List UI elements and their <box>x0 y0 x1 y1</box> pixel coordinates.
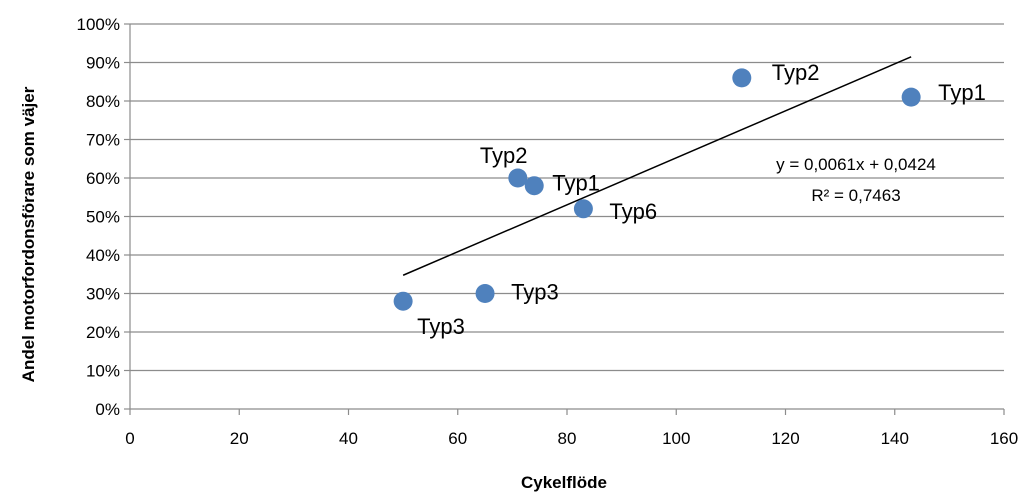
axes <box>124 23 1005 415</box>
y-tick-label: 80% <box>86 92 120 111</box>
point-label: Typ6 <box>609 199 657 224</box>
x-tick-label: 0 <box>125 429 134 448</box>
y-tick-label: 10% <box>86 362 120 381</box>
y-tick-label: 100% <box>77 15 120 34</box>
y-tick-label: 20% <box>86 323 120 342</box>
data-point <box>573 199 593 219</box>
x-tick-label: 40 <box>339 429 358 448</box>
grid-lines <box>130 23 1004 372</box>
y-tick-label: 50% <box>86 208 120 227</box>
y-tick-label: 60% <box>86 169 120 188</box>
y-tick-label: 40% <box>86 246 120 265</box>
trendline <box>402 56 912 276</box>
y-tick-label: 70% <box>86 131 120 150</box>
trendline-equation: y = 0,0061x + 0,0424 <box>776 155 936 174</box>
point-labels: Typ1 Typ2 Typ2 Typ1 Typ6 Typ3 Typ3 <box>417 60 986 339</box>
y-axis-title: Andel motorfordonsförare som väjer <box>19 86 38 382</box>
data-point <box>393 291 413 311</box>
data-points <box>393 68 921 311</box>
point-label: Typ2 <box>772 60 820 85</box>
data-point <box>475 284 495 303</box>
tick-labels: 0% 10% 20% 30% 40% 50% 60% 70% 80% 90% 100% 0 20 40 60… <box>77 15 1019 448</box>
x-tick-label: 160 <box>990 429 1018 448</box>
x-axis-title: Cykelflöde <box>521 473 607 492</box>
point-label: Typ1 <box>552 171 600 196</box>
data-point <box>901 87 921 107</box>
x-tick-label: 60 <box>448 429 467 448</box>
trendline-r-squared: R² = 0,7463 <box>811 186 900 205</box>
data-point <box>508 168 528 188</box>
y-tick-label: 30% <box>86 285 120 304</box>
point-label: Typ2 <box>480 143 528 168</box>
x-tick-label: 20 <box>230 429 249 448</box>
data-point <box>732 68 752 88</box>
x-tick-label: 100 <box>662 429 690 448</box>
x-tick-label: 140 <box>881 429 909 448</box>
trendline-line <box>402 56 912 276</box>
x-tick-label: 80 <box>558 429 577 448</box>
point-label: Typ3 <box>511 280 559 305</box>
point-label: Typ1 <box>938 80 986 105</box>
x-tick-label: 120 <box>771 429 799 448</box>
point-label: Typ3 <box>417 314 465 339</box>
y-tick-label: 0% <box>95 400 120 419</box>
data-point <box>524 176 544 196</box>
y-tick-label: 90% <box>86 54 120 73</box>
